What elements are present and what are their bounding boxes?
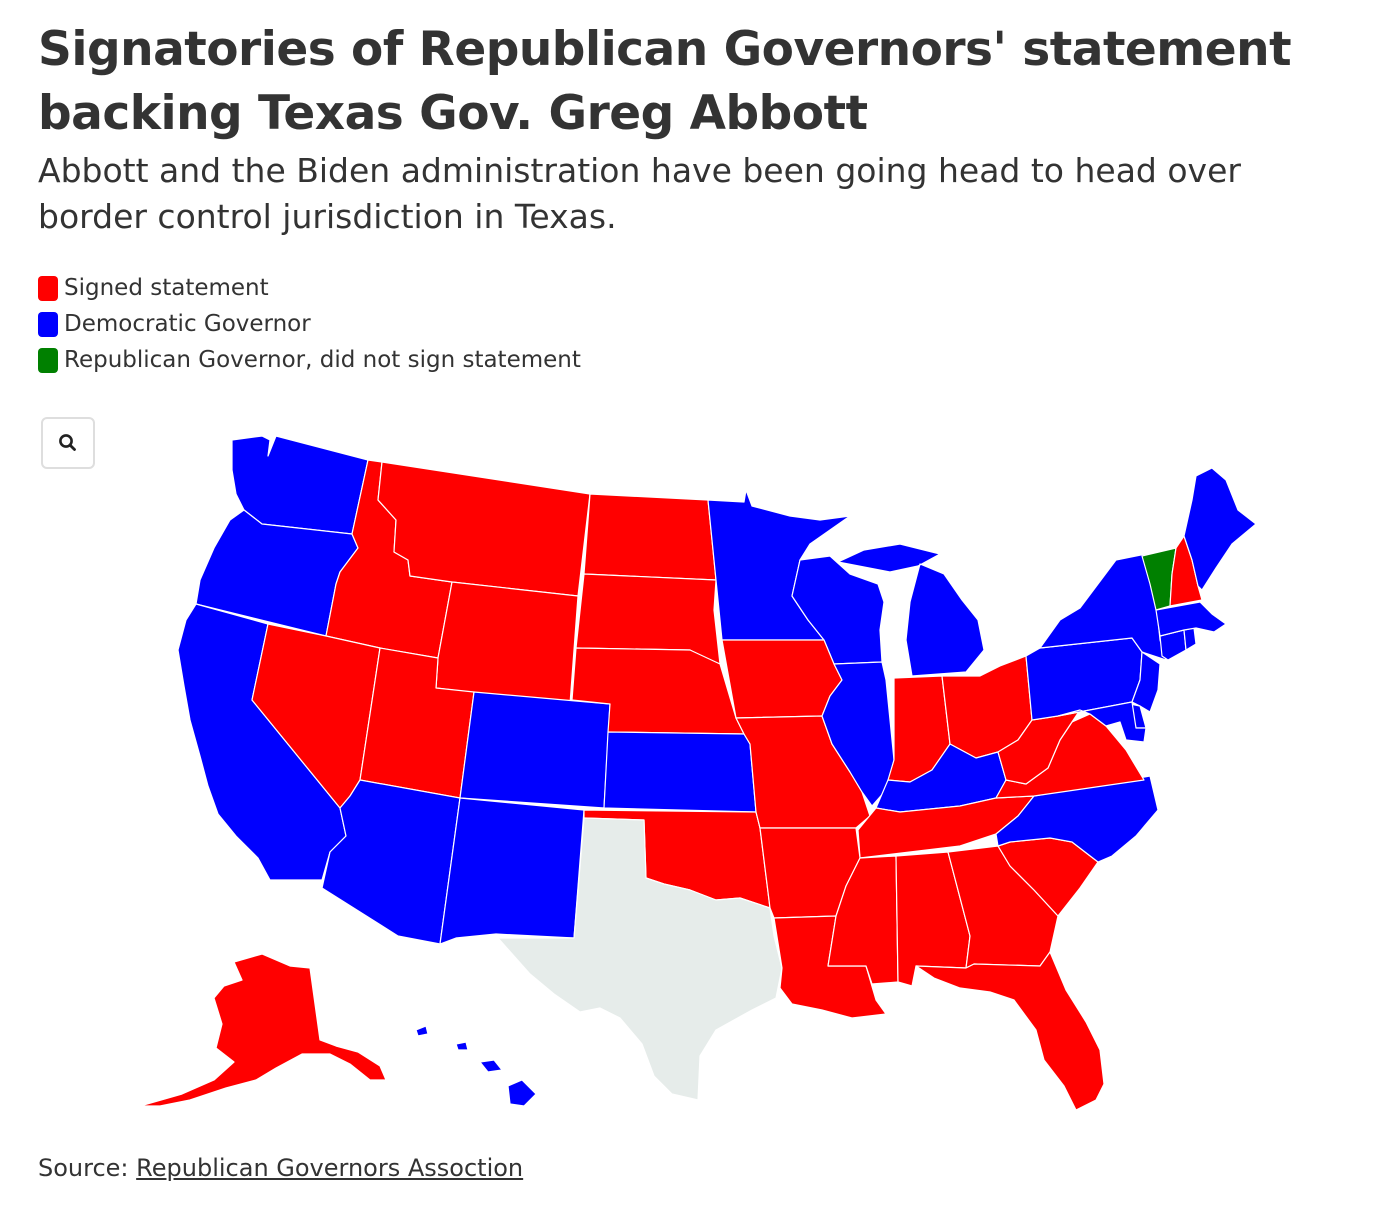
zoom-button[interactable] — [41, 417, 95, 469]
state-new-mexico[interactable] — [439, 797, 585, 945]
state-alaska[interactable] — [139, 953, 387, 1107]
chart-title: Signatories of Republican Governors' sta… — [38, 22, 1292, 141]
state-michigan[interactable] — [837, 543, 985, 677]
legend-swatch-did-not-sign — [38, 347, 58, 373]
state-texas[interactable] — [497, 817, 783, 1101]
legend-item-signed: Signed statement — [38, 270, 581, 306]
us-map — [0, 420, 1388, 1140]
state-massachusetts[interactable] — [1155, 601, 1227, 637]
state-west-virginia[interactable] — [997, 709, 1081, 785]
legend-item-democratic: Democratic Governor — [38, 306, 581, 342]
state-maryland[interactable] — [1057, 701, 1147, 743]
legend-label-did-not-sign: Republican Governor, did not sign statem… — [64, 347, 581, 373]
chart-subtitle: Abbott and the Biden administration have… — [38, 151, 1241, 236]
state-illinois[interactable] — [821, 661, 895, 807]
legend-swatch-democratic — [38, 311, 58, 337]
state-arizona[interactable] — [321, 779, 461, 945]
legend-label-democratic: Democratic Governor — [64, 311, 311, 337]
source-note: Source: Republican Governors Assoction — [38, 1154, 523, 1182]
state-wyoming[interactable] — [435, 581, 579, 705]
state-hawaii[interactable] — [415, 1025, 537, 1107]
state-wisconsin[interactable] — [791, 555, 885, 665]
legend: Signed statement Democratic Governor Rep… — [38, 270, 581, 378]
state-kansas[interactable] — [603, 731, 757, 813]
us-map-svg — [139, 435, 1257, 1111]
state-iowa[interactable] — [721, 639, 843, 719]
legend-swatch-signed — [38, 275, 58, 301]
legend-item-did-not-sign: Republican Governor, did not sign statem… — [38, 342, 581, 378]
state-montana[interactable] — [377, 461, 591, 597]
search-icon — [59, 434, 76, 451]
state-new-jersey[interactable] — [1131, 651, 1161, 713]
legend-label-signed: Signed statement — [64, 275, 269, 301]
state-maine[interactable] — [1183, 467, 1257, 591]
source-prefix: Source: — [38, 1154, 129, 1182]
state-colorado[interactable] — [459, 691, 611, 809]
source-link[interactable]: Republican Governors Assoction — [136, 1154, 524, 1182]
state-florida[interactable] — [915, 951, 1105, 1111]
state-north-dakota[interactable] — [583, 493, 717, 581]
state-rhode-island[interactable] — [1183, 627, 1197, 651]
